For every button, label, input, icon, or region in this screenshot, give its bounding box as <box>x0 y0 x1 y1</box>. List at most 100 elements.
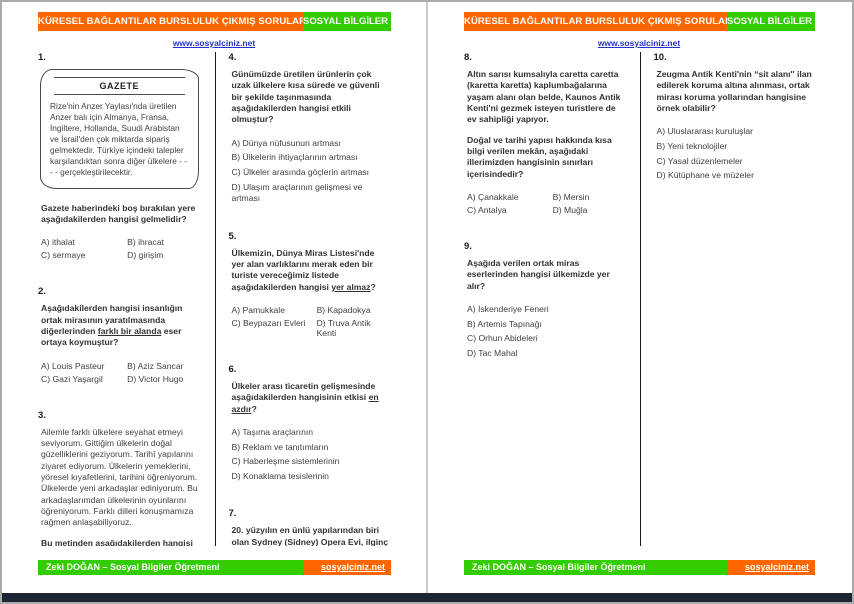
question-text: Zeugma Antik Kenti'nin “sit alanı'' ilan… <box>654 69 817 114</box>
question-text: Ülkemizin, Dünya Miras Listesi'nde yer a… <box>229 248 393 293</box>
text-segment: 20. yüzyılın en ünlü yapılarından biri o… <box>231 525 389 546</box>
question-text: Gazete haberindeki boş bırakılan yere aş… <box>38 203 204 226</box>
option-d: D) girişim <box>127 250 164 261</box>
option-b: B) Ülkelerin ihtiyaçlarının artması <box>231 152 358 163</box>
question-number: 6. <box>228 364 237 376</box>
question-text: Günümüzde üretilen ürünlerin çok uzak ül… <box>229 69 393 126</box>
text-segment: eser ortaya koymuştur? <box>41 325 182 348</box>
page-footer: Zeki DOĞAN – Sosyal Bilgiler Öğretmeni s… <box>464 560 815 575</box>
question-number: 5. <box>228 230 237 242</box>
header-url-row: www.sosyalciniz.net <box>428 33 850 48</box>
option-a: A) Uluslararası kuruluşlar <box>656 126 753 137</box>
question-paragraph: Zeugma Antik Kenti'nin “sit alanı'' ilan… <box>657 69 814 114</box>
option-d: D) Kütüphane ve müzeler <box>656 170 754 181</box>
site-link[interactable]: www.sosyalciniz.net <box>172 38 256 48</box>
option-a: A) Çanakkale <box>467 192 519 203</box>
text-segment: Gazete haberindeki boş bırakılan yere aş… <box>41 202 196 224</box>
footer-site-link[interactable]: sosyalciniz.net <box>727 560 815 575</box>
option-d: D) Victor Hugo <box>127 373 184 384</box>
option-a: A) Taşıma araçlarının <box>231 427 314 438</box>
header-title: KÜRESEL BAĞLANTILAR BURSLULUK ÇIKMIŞ SOR… <box>38 12 303 31</box>
question: 2. Aşağıdakilerden hangisi insanlığın or… <box>38 286 204 383</box>
option-b: B) Reklam ve tanıtımların <box>231 441 329 452</box>
question: 5. Ülkemizin, Dünya Miras Listesi'nde ye… <box>229 231 393 338</box>
text-segment: ? <box>251 403 257 414</box>
question-columns: 1. GAZETE Rize'nin Anzer Yaylası'nda üre… <box>38 52 392 546</box>
option-b: B) ihracat <box>127 237 164 248</box>
page-header: KÜRESEL BAĞLANTILAR BURSLULUK ÇIKMIŞ SOR… <box>464 12 820 31</box>
option-c: C) sermaye <box>41 250 86 261</box>
option-a: A) ithalat <box>41 237 75 248</box>
question-text: Aşağıda verilen ortak miras eserlerinden… <box>464 258 629 292</box>
newspaper-box-title: GAZETE <box>54 77 185 95</box>
question-text: Ülkeler arası ticaretin gelişmesinde aşa… <box>229 381 393 415</box>
question-number: 9. <box>464 241 472 253</box>
newspaper-box: GAZETE Rize'nin Anzer Yaylası'nda üretil… <box>40 69 199 189</box>
column-divider <box>639 52 641 546</box>
question-paragraph: Günümüzde üretilen ürünlerin çok uzak ül… <box>232 69 390 126</box>
answer-options: A) Çanakkale B) Mersin C) Antalya D) Muğla <box>467 192 629 215</box>
question-text: 20. yüzyılın en ünlü yapılarından biri o… <box>229 525 393 546</box>
option-c: C) Orhun Abideleri <box>467 333 538 344</box>
option-c: C) Beypazarı Evleri <box>231 318 306 329</box>
column-divider <box>214 52 216 546</box>
question: 7. 20. yüzyılın en ünlü yapılarından bir… <box>229 508 393 546</box>
question-number: 3. <box>38 409 46 421</box>
question-column-left: 8. Altın sarısı kumsalıyla caretta caret… <box>464 52 640 546</box>
option-c: C) Yasal düzenlemeler <box>656 155 743 166</box>
question: 8. Altın sarısı kumsalıyla caretta caret… <box>464 52 629 215</box>
site-link[interactable]: www.sosyalciniz.net <box>597 38 681 48</box>
answer-options: A) Uluslararası kuruluşlar B) Yeni teknol… <box>657 126 817 181</box>
footer-author: Zeki DOĞAN – Sosyal Bilgiler Öğretmeni <box>38 560 303 575</box>
question-text: Ailemle farklı ülkelere seyahat etmeyi s… <box>38 427 204 546</box>
footer-author: Zeki DOĞAN – Sosyal Bilgiler Öğretmeni <box>464 560 727 575</box>
text-segment: Günümüzde üretilen ürünlerin çok uzak ül… <box>231 69 380 125</box>
text-segment: Bu metinden aşağıdakilerden hangisi <box>41 537 193 546</box>
header-title: KÜRESEL BAĞLANTILAR BURSLULUK ÇIKMIŞ SOR… <box>464 12 727 31</box>
header-subject-badge: SOSYAL BİLGİLER 5 <box>727 12 820 31</box>
text-segment: Ülkemizin, Dünya Miras Listesi'nde yer a… <box>231 247 375 292</box>
footer-site-link[interactable]: sosyalciniz.net <box>303 560 391 575</box>
question-paragraph: 20. yüzyılın en ünlü yapılarından biri o… <box>232 525 390 546</box>
answer-options: A) İskenderiye Feneri B) Artemis Tapınağı… <box>467 304 629 359</box>
option-b: B) Mersin <box>552 192 590 203</box>
question-number: 4. <box>228 52 237 63</box>
text-segment: Ülkeler arası ticaretin gelişmesinde aşa… <box>231 381 376 403</box>
page-footer: Zeki DOĞAN – Sosyal Bilgiler Öğretmeni s… <box>38 560 391 575</box>
question-paragraph: Aşağıda verilen ortak miras eserlerinden… <box>467 258 626 292</box>
text-segment: Zeugma Antik Kenti'nin “sit alanı'' ilan… <box>656 69 812 114</box>
question-paragraph: Ülkeler arası ticaretin gelişmesinde aşa… <box>232 381 390 415</box>
option-b: B) Kapadokya <box>316 305 371 316</box>
text-segment: Aşağıdakilerden hangisi insanlığın ortak… <box>41 303 183 336</box>
header-url-row: www.sosyalciniz.net <box>2 33 426 48</box>
option-a: A) Pamukkale <box>231 305 286 316</box>
answer-options: A) Dünya nüfusunun artması B) Ülkelerin i… <box>232 138 393 205</box>
question: 4. Günümüzde üretilen ürünlerin çok uzak… <box>229 52 393 205</box>
question-number: 2. <box>38 286 46 298</box>
text-segment: Doğal ve tarihi yapısı hakkında kısa bil… <box>467 134 612 179</box>
worksheet-page: KÜRESEL BAĞLANTILAR BURSLULUK ÇIKMIŞ SOR… <box>426 2 850 602</box>
text-segment: yer almaz <box>331 281 371 292</box>
question-paragraph: Altın sarısı kumsalıyla caretta caretta … <box>467 69 626 126</box>
question-text: Aşağıdakilerden hangisi insanlığın ortak… <box>38 303 204 348</box>
option-c: C) Haberleşme sistemlerinin <box>231 456 340 467</box>
question-text: Altın sarısı kumsalıyla caretta caretta … <box>464 69 629 180</box>
question-paragraph: Aşağıdakilerden hangisi insanlığın ortak… <box>41 303 201 348</box>
question: 6. Ülkeler arası ticaretin gelişmesinde … <box>229 364 393 482</box>
question-number: 8. <box>464 52 472 63</box>
question-number: 1. <box>38 52 46 63</box>
option-a: A) Louis Pasteur <box>41 360 105 371</box>
answer-options: A) Taşıma araçlarının B) Reklam ve tanıtı… <box>232 427 393 482</box>
option-b: B) Aziz Sancar <box>127 360 184 371</box>
answer-options: A) Louis Pasteur B) Aziz Sancar C) Gazi Ya… <box>41 361 204 384</box>
text-segment: ? <box>370 281 376 292</box>
question-column-right: 4. Günümüzde üretilen ürünlerin çok uzak… <box>216 52 393 546</box>
question-paragraph: Ailemle farklı ülkelere seyahat etmeyi s… <box>41 427 201 529</box>
text-segment: en azdır <box>231 392 379 414</box>
option-c: C) Gazi Yaşargil <box>41 373 103 384</box>
option-b: B) Artemis Tapınağı <box>467 318 542 329</box>
option-d: D) Tac Mahal <box>467 347 518 358</box>
worksheet-page: KÜRESEL BAĞLANTILAR BURSLULUK ÇIKMIŞ SOR… <box>2 2 426 602</box>
